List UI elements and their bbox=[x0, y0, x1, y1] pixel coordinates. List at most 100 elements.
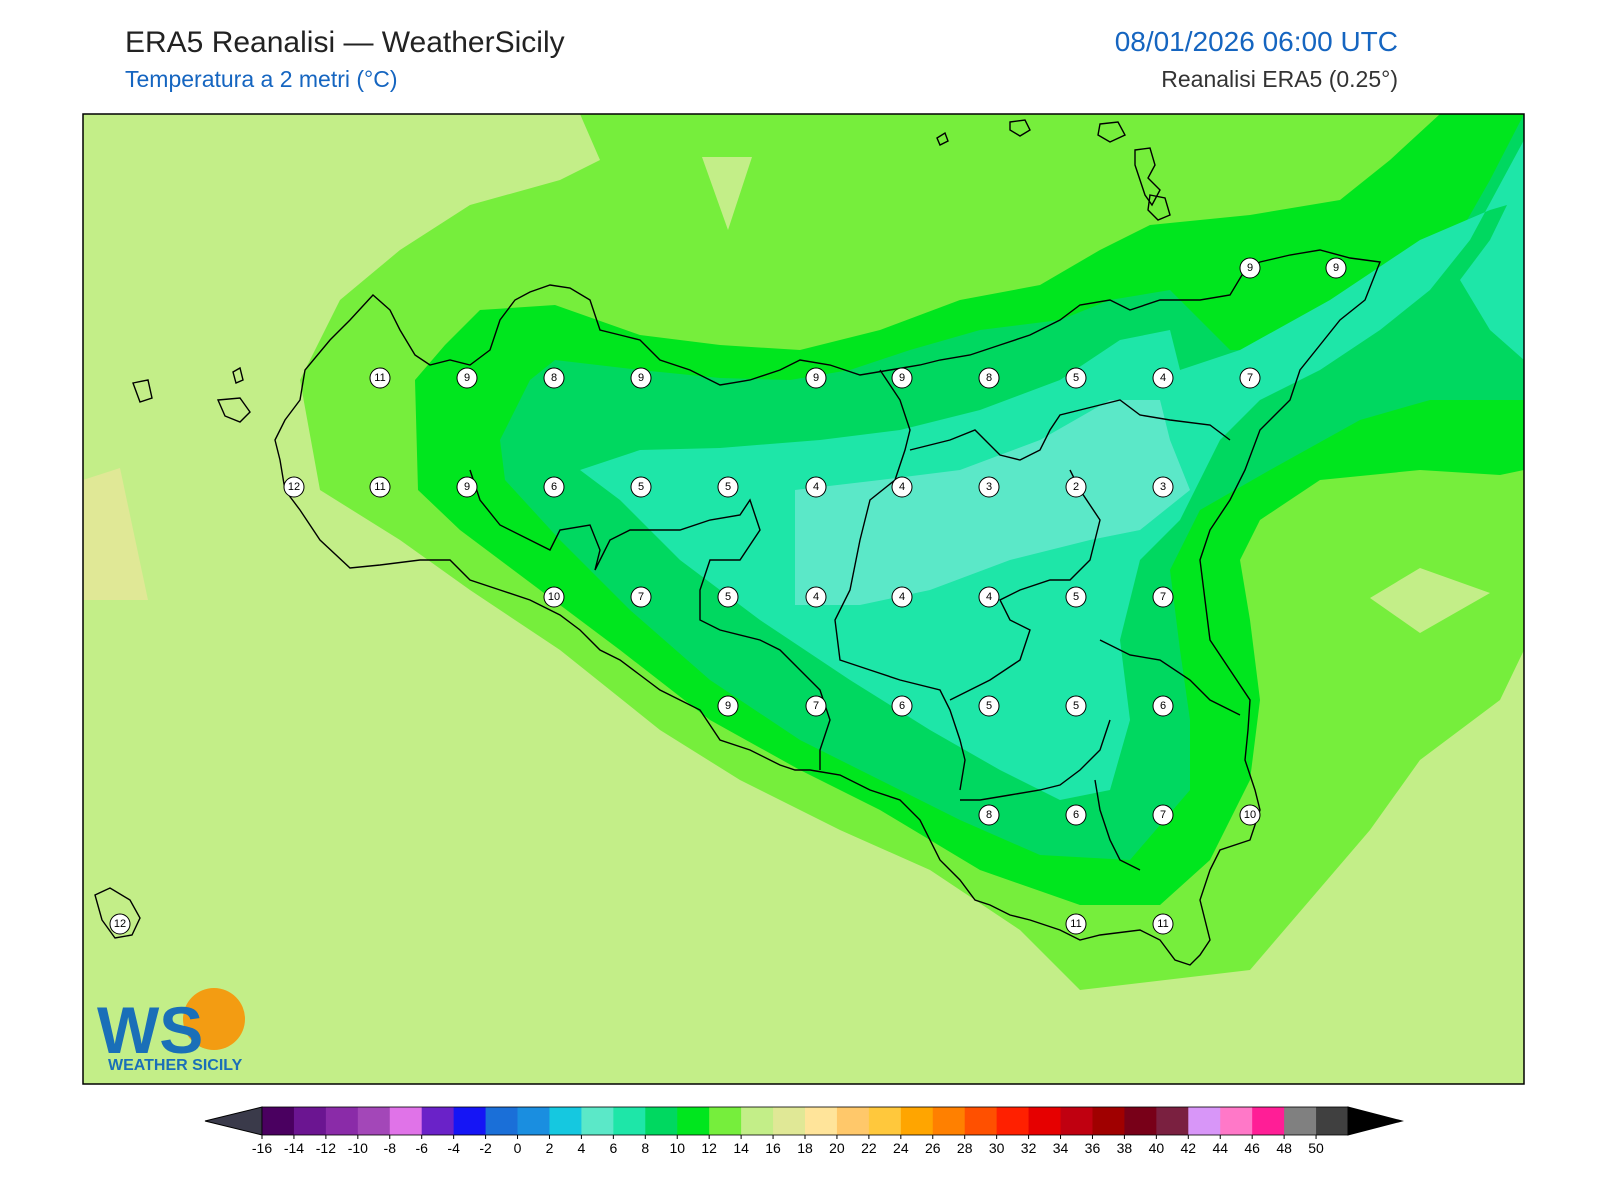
colorbar-segment bbox=[389, 1107, 423, 1135]
temperature-marker-label: 9 bbox=[813, 372, 819, 384]
colorbar-tick-label: 44 bbox=[1212, 1140, 1228, 1156]
temperature-marker-circle bbox=[805, 476, 827, 498]
temperature-marker-label: 11 bbox=[1157, 918, 1168, 930]
temperature-marker: 12 bbox=[109, 913, 131, 935]
map-frame bbox=[82, 113, 1525, 1085]
temperature-marker-label: 10 bbox=[548, 591, 560, 603]
temperature-marker-circle bbox=[456, 367, 478, 389]
temperature-marker-label: 7 bbox=[813, 700, 819, 712]
temperature-marker-circle bbox=[1239, 804, 1261, 826]
field-hole-north bbox=[702, 157, 752, 230]
colorbar-tick-label: 36 bbox=[1085, 1140, 1101, 1156]
temperature-marker: 10 bbox=[1239, 804, 1261, 826]
temperature-marker-label: 4 bbox=[899, 481, 905, 493]
colorbar-segment bbox=[1284, 1107, 1317, 1135]
colorbar-tick-label: 50 bbox=[1308, 1140, 1324, 1156]
colorbar-tick-label: 12 bbox=[701, 1140, 717, 1156]
temperature-marker-circle bbox=[1152, 586, 1174, 608]
colorbar-tick-label: 16 bbox=[765, 1140, 781, 1156]
field-band-14-16 bbox=[83, 468, 148, 600]
temperature-marker: 9 bbox=[1239, 257, 1261, 279]
colorbar-segment bbox=[1252, 1107, 1285, 1135]
temperature-marker-circle bbox=[1065, 367, 1087, 389]
temperature-marker: 8 bbox=[543, 367, 565, 389]
colorbar-tick-label: 46 bbox=[1244, 1140, 1260, 1156]
colorbar-tick-label: 0 bbox=[514, 1140, 522, 1156]
sicily-coastline bbox=[94, 119, 1381, 966]
temperature-marker-circle bbox=[891, 367, 913, 389]
colorbar-tick-label: -6 bbox=[415, 1140, 428, 1156]
temperature-marker-circle bbox=[978, 586, 1000, 608]
temperature-marker-label: 6 bbox=[899, 700, 905, 712]
temperature-marker-label: 5 bbox=[638, 481, 644, 493]
colorbar-tick-label: -16 bbox=[252, 1140, 272, 1156]
colorbar-tick-label: 24 bbox=[893, 1140, 909, 1156]
colorbar-tick-label: 6 bbox=[609, 1140, 617, 1156]
temperature-marker-label: 6 bbox=[1073, 809, 1079, 821]
colorbar-segment bbox=[262, 1107, 295, 1135]
temperature-marker: 5 bbox=[1065, 367, 1087, 389]
temperature-marker: 8 bbox=[978, 804, 1000, 826]
colorbar-tick-label: 20 bbox=[829, 1140, 845, 1156]
temperature-marker: 6 bbox=[891, 695, 913, 717]
temperature-markers: 9 9 11 9 8 9 9 9 8 5 4 7 12 11 9 6 5 5 4 4 3 2 3 10 7 5 4 4 4 5 7 9 7 6 5 5… bbox=[109, 257, 1347, 935]
colorbar-segment bbox=[1188, 1107, 1221, 1135]
temperature-marker: 4 bbox=[978, 586, 1000, 608]
temperature-marker-circle bbox=[543, 476, 565, 498]
colorbar-segment bbox=[293, 1107, 327, 1135]
temperature-marker-circle bbox=[630, 367, 652, 389]
temperature-marker-label: 9 bbox=[638, 372, 644, 384]
temperature-marker-label: 6 bbox=[551, 481, 557, 493]
colorbar-tick-label: 26 bbox=[925, 1140, 941, 1156]
temperature-marker: 2 bbox=[1065, 476, 1087, 498]
temperature-marker-label: 4 bbox=[986, 591, 992, 603]
temperature-marker-circle bbox=[1152, 367, 1174, 389]
temperature-marker-circle bbox=[978, 695, 1000, 717]
colorbar-segment bbox=[645, 1107, 678, 1135]
temperature-marker-label: 5 bbox=[1073, 372, 1079, 384]
field-patch-east-coast bbox=[1460, 170, 1524, 360]
temperature-marker: 9 bbox=[630, 367, 652, 389]
temperature-marker: 3 bbox=[978, 476, 1000, 498]
colorbar-tick-label: 28 bbox=[957, 1140, 973, 1156]
temperature-marker-circle bbox=[1152, 476, 1174, 498]
temperature-marker-circle bbox=[543, 586, 565, 608]
temperature-marker-label: 3 bbox=[986, 481, 992, 493]
temperature-marker: 9 bbox=[456, 476, 478, 498]
temperature-marker-circle bbox=[369, 367, 391, 389]
temperature-marker-label: 7 bbox=[1247, 372, 1253, 384]
colorbar-tick-label: 22 bbox=[861, 1140, 877, 1156]
colorbar-segment bbox=[964, 1107, 998, 1135]
temperature-marker: 6 bbox=[1065, 804, 1087, 826]
logo-sun-icon bbox=[183, 988, 245, 1050]
temperature-marker-circle bbox=[1152, 804, 1174, 826]
temperature-marker-circle bbox=[805, 367, 827, 389]
colorbar-tick-label: 32 bbox=[1021, 1140, 1037, 1156]
weathersicily-logo: WS WEATHER SICILY bbox=[97, 988, 245, 1074]
colorbar-tick-label: 4 bbox=[578, 1140, 586, 1156]
colorbar-tick-label: -14 bbox=[284, 1140, 304, 1156]
temperature-marker-circle bbox=[1065, 695, 1087, 717]
temperature-marker-circle bbox=[1152, 695, 1174, 717]
temperature-marker-label: 11 bbox=[374, 372, 385, 384]
temperature-marker: 11 bbox=[1065, 913, 1087, 935]
colorbar-segment bbox=[741, 1107, 774, 1135]
temperature-marker: 10 bbox=[543, 586, 565, 608]
temperature-marker: 7 bbox=[805, 695, 827, 717]
temperature-marker-label: 11 bbox=[1070, 918, 1081, 930]
colorbar-tick-label: 18 bbox=[797, 1140, 813, 1156]
temperature-marker-circle bbox=[717, 695, 739, 717]
temperature-marker: 9 bbox=[891, 367, 913, 389]
temperature-marker: 8 bbox=[978, 367, 1000, 389]
colorbar-tick-label: 14 bbox=[733, 1140, 749, 1156]
temperature-marker-circle bbox=[1065, 804, 1087, 826]
colorbar-segment bbox=[932, 1107, 966, 1135]
colorbar-tick-label: 2 bbox=[546, 1140, 554, 1156]
temperature-marker-label: 12 bbox=[288, 481, 300, 493]
colorbar-tick-label: -12 bbox=[316, 1140, 336, 1156]
temperature-marker-label: 3 bbox=[1160, 481, 1166, 493]
temperature-marker-circle bbox=[891, 695, 913, 717]
temperature-marker-circle bbox=[978, 367, 1000, 389]
colorbar-overflow bbox=[1347, 1106, 1404, 1136]
